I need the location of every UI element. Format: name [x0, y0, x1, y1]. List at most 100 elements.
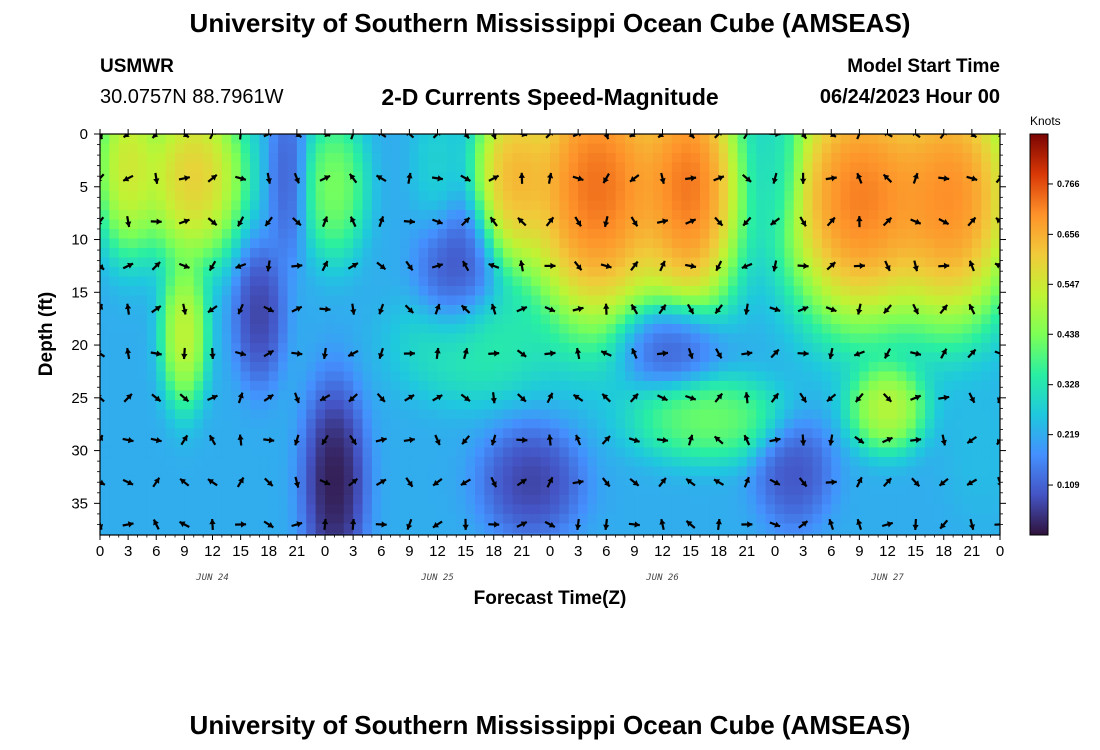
heat-cell [343, 209, 354, 221]
heat-cell [325, 523, 335, 534]
current-arrow [769, 306, 781, 313]
heat-cell [296, 361, 307, 373]
heat-cell [118, 380, 129, 392]
heat-cell [662, 371, 673, 382]
heat-cell [306, 152, 317, 164]
heat-cell [156, 342, 167, 354]
heat-cell [296, 371, 307, 382]
heat-cell [531, 371, 542, 382]
heat-cell [334, 475, 345, 487]
heat-cell [146, 409, 157, 420]
heat-cell [971, 134, 982, 145]
heat-cell [709, 513, 720, 524]
heat-cell [775, 314, 785, 325]
x-tick-label: 0 [546, 543, 554, 560]
heat-cell [925, 276, 935, 287]
heat-cell [353, 257, 364, 268]
heat-cell [587, 437, 598, 449]
heat-cell [943, 219, 954, 230]
heat-cell [193, 523, 204, 534]
heat-cell [625, 209, 635, 221]
heat-cell [775, 371, 785, 382]
heat-cell [578, 504, 589, 515]
heat-cell [962, 181, 973, 192]
heat-cell [531, 333, 542, 344]
heat-cell [334, 342, 345, 354]
heat-cell [306, 399, 317, 411]
heat-cell [559, 333, 570, 344]
heat-cell [175, 513, 185, 524]
heat-cell [559, 485, 570, 496]
heat-cell [212, 257, 223, 268]
heat-cell [887, 304, 898, 316]
heat-cell [643, 352, 654, 363]
heat-cell [887, 257, 898, 268]
current-arrow [153, 172, 160, 184]
heat-cell [821, 513, 832, 524]
heat-cell [493, 513, 504, 524]
heat-cell [409, 228, 420, 240]
heat-cell [343, 466, 354, 477]
heat-cell [681, 532, 692, 535]
heat-cell [812, 162, 823, 173]
heat-cell [259, 238, 270, 249]
heat-cell [671, 171, 682, 183]
heat-cell [156, 190, 167, 202]
heat-cell [625, 143, 635, 154]
current-arrow [209, 518, 216, 530]
heat-cell [184, 513, 195, 524]
heat-cell [296, 513, 307, 524]
current-arrow [631, 347, 638, 359]
heat-cell [803, 428, 814, 439]
heat-cell [287, 295, 298, 306]
heat-cell [156, 494, 167, 505]
heat-cell [456, 504, 467, 515]
heat-cell [803, 314, 814, 325]
heat-cell [109, 162, 120, 173]
heat-cell [803, 323, 814, 335]
heat-cell [128, 428, 139, 439]
heat-cell [821, 466, 832, 477]
heat-cell [371, 219, 382, 230]
heat-cell [503, 361, 514, 373]
heat-cell [943, 371, 954, 382]
heat-cell [521, 323, 532, 335]
heat-cell [221, 304, 232, 316]
heat-cell [596, 371, 607, 382]
heat-cell [981, 437, 992, 449]
x-tick-label: 3 [799, 543, 807, 560]
heat-cell [493, 437, 504, 449]
heat-cell [381, 134, 392, 145]
heat-cell [137, 418, 148, 430]
heat-cell [512, 266, 523, 278]
heat-cell [821, 428, 832, 439]
heat-cell [803, 523, 814, 534]
heat-cell [203, 352, 214, 363]
heat-cell [737, 523, 748, 534]
heat-cell [193, 513, 204, 524]
heat-cell [737, 238, 748, 249]
heat-cell [625, 361, 635, 373]
heat-cell [559, 228, 570, 240]
heat-cell [268, 190, 279, 202]
current-arrow [994, 523, 1000, 526]
heat-cell [250, 513, 260, 524]
heat-cell [465, 523, 476, 534]
heat-cell [887, 152, 898, 164]
heat-cell [784, 409, 795, 420]
heat-cell [812, 532, 823, 535]
heat-cell [400, 371, 410, 382]
heat-cell [934, 475, 945, 487]
heat-cell [756, 475, 767, 487]
heat-cell [259, 532, 270, 535]
heat-cell [925, 428, 935, 439]
heat-cell [587, 314, 598, 325]
heat-cell [962, 323, 973, 335]
heat-cell [662, 485, 673, 496]
heat-cell [868, 352, 879, 363]
current-arrow [321, 134, 331, 138]
heat-cell [868, 447, 879, 458]
heat-cell [700, 418, 710, 430]
heat-cell [765, 456, 776, 468]
heat-cell [793, 342, 804, 354]
